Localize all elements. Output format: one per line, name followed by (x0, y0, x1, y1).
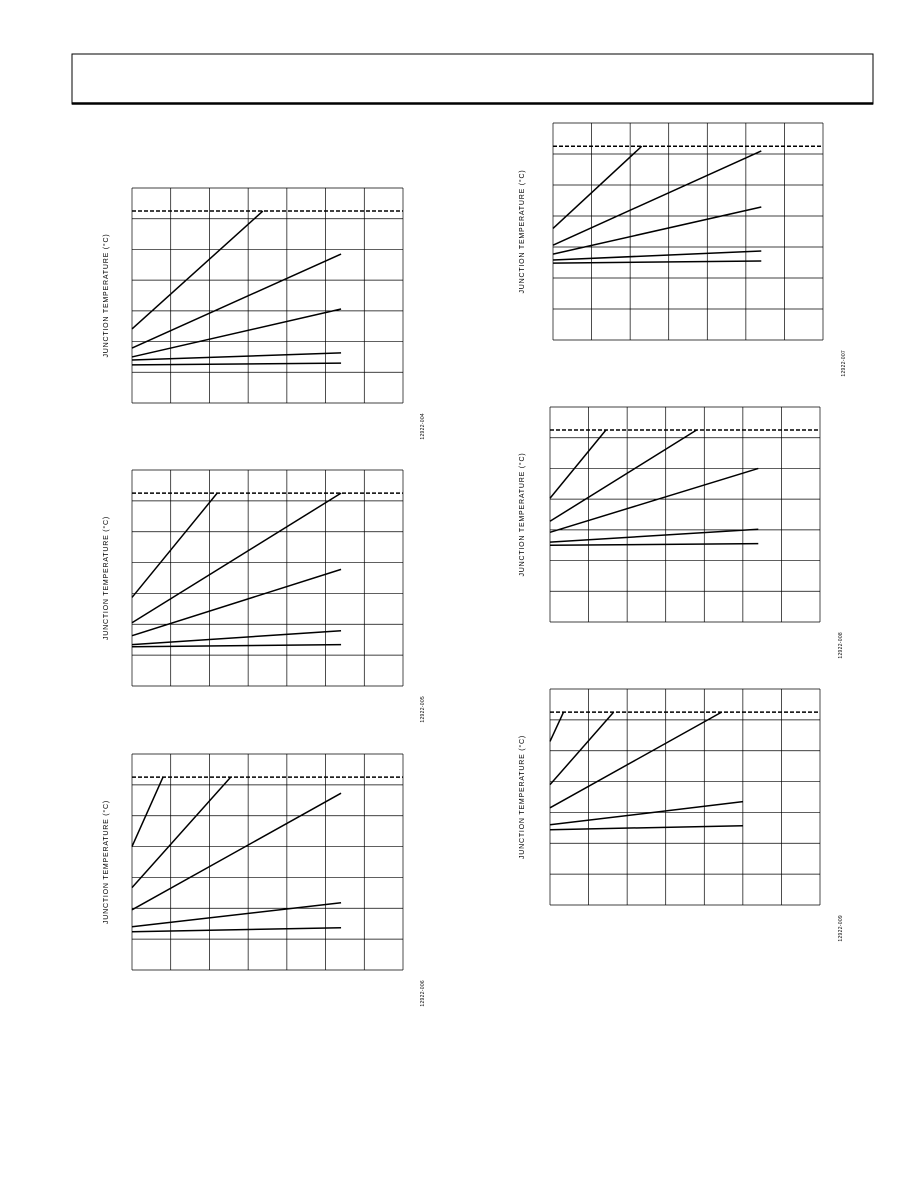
header-box (71, 53, 874, 105)
data-line (131, 643, 342, 648)
data-line (131, 901, 342, 928)
y-axis-label: JUNCTION TEMPERATURE (°C) (102, 516, 110, 640)
y-axis-label: JUNCTION TEMPERATURE (°C) (518, 452, 526, 576)
figure-id: 12922-004 (420, 413, 426, 440)
data-line (549, 542, 759, 546)
figure-id: 12922-009 (838, 915, 844, 942)
figure-id: 12922-005 (420, 696, 426, 723)
data-line (131, 362, 342, 366)
data-line (131, 792, 342, 911)
data-line (131, 492, 218, 598)
data-line (549, 528, 759, 543)
data-line (549, 429, 697, 522)
data-line (549, 711, 565, 742)
data-line (131, 776, 164, 847)
data-line (131, 308, 342, 358)
data-line (549, 800, 743, 826)
figure-id: 12922-008 (838, 632, 844, 659)
data-line (549, 429, 607, 499)
data-line (549, 467, 759, 534)
data-line (131, 210, 264, 330)
data-line (131, 926, 342, 933)
data-line (131, 253, 342, 349)
data-line (552, 250, 762, 261)
data-line (131, 630, 342, 646)
data-line (131, 492, 342, 624)
data-line (552, 260, 762, 264)
data-line (131, 568, 342, 637)
y-axis-label: JUNCTION TEMPERATURE (°C) (518, 169, 526, 293)
data-line (552, 145, 643, 229)
data-line (552, 150, 762, 246)
figure-id: 12922-007 (841, 350, 847, 377)
data-line (131, 352, 342, 361)
data-line (549, 824, 743, 831)
y-axis-label: JUNCTION TEMPERATURE (°C) (518, 735, 526, 859)
y-axis-label: JUNCTION TEMPERATURE (°C) (102, 800, 110, 924)
data-line (552, 206, 762, 255)
y-axis-label: JUNCTION TEMPERATURE (°C) (102, 233, 110, 357)
data-line (549, 711, 723, 809)
data-line (131, 776, 232, 889)
data-line (549, 711, 615, 786)
figure-id: 12922-006 (420, 980, 426, 1007)
